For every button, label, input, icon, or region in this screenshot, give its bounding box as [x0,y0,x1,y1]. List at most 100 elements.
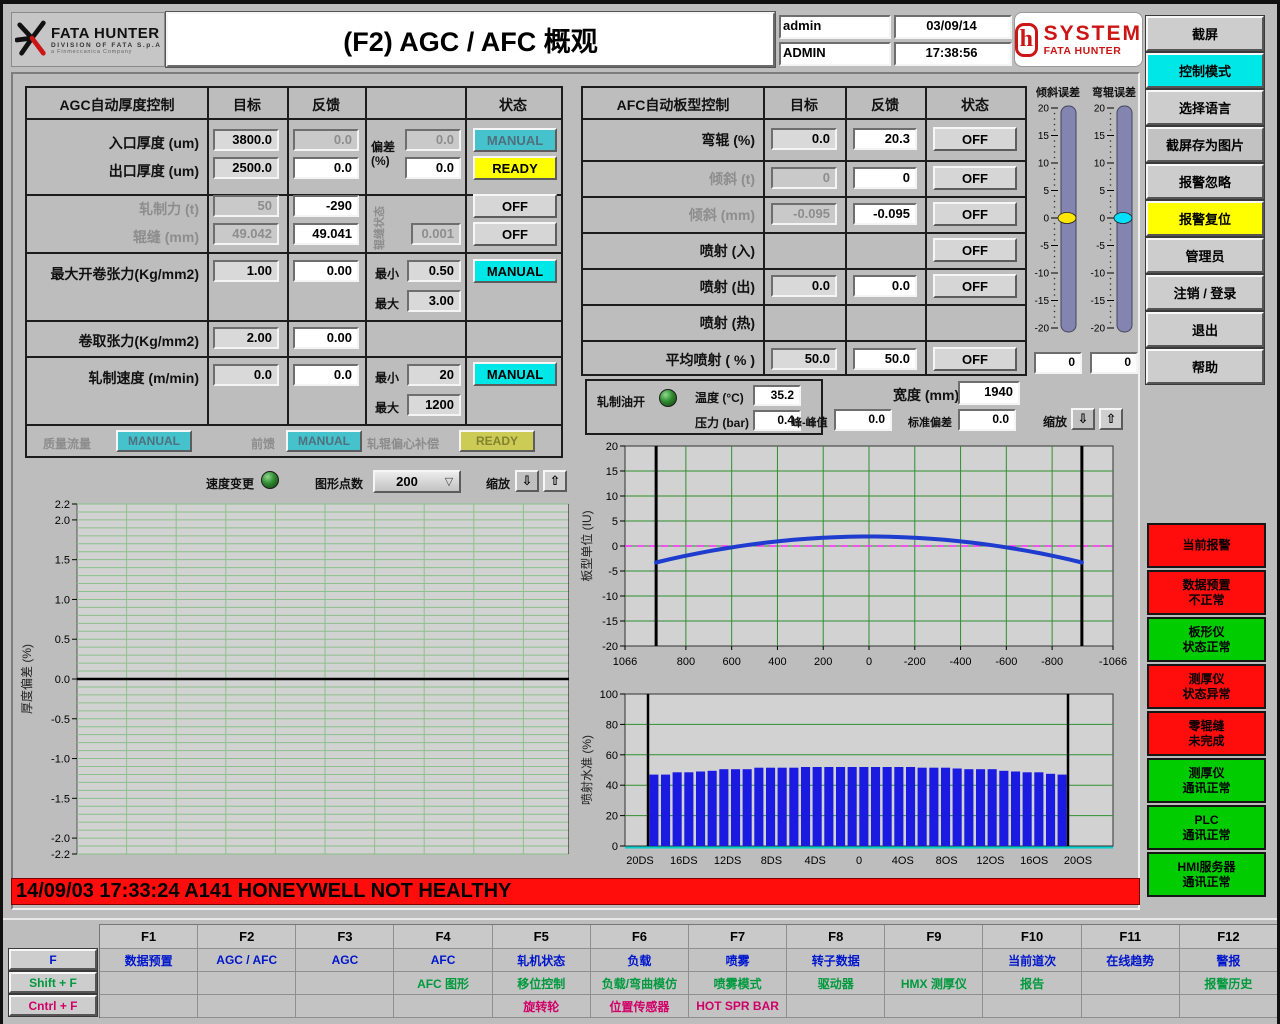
afc-tilt-t-status[interactable]: OFF [933,166,1017,190]
fkey-F10-ctrl-softkey[interactable] [983,995,1082,1018]
svg-text:20: 20 [1094,104,1106,115]
fkey-F9-f-softkey[interactable] [885,949,984,972]
mill-oil-label: 轧制油开 [597,395,646,409]
fkey-F6-ctrl-softkey[interactable]: 位置传感器 [590,995,689,1018]
agc-col-status: 状态 [499,97,527,113]
tilt-error-value[interactable]: 0 [1034,352,1082,374]
agc-force-feedback[interactable]: -290 [293,195,359,217]
agc-gap-status[interactable]: OFF [473,222,557,246]
fkey-F12-f-softkey[interactable]: 警报 [1179,949,1277,972]
select-language-button[interactable]: 选择语言 [1146,90,1264,125]
fkey-F7-shift-softkey[interactable]: 喷雾模式 [688,972,788,995]
agc-speed-target[interactable]: 0.0 [213,364,279,386]
afc-spray-exit-target[interactable]: 0.0 [771,275,837,297]
tilt-error-slider[interactable]: -20 -15 -10 -5 0 5 10 15 20 [1031,98,1085,348]
trend-zoom-out-button[interactable]: ⇩ [515,470,539,492]
fkey-F6-f-softkey[interactable]: 负载 [590,949,689,972]
svg-text:5: 5 [612,516,618,528]
fkey-F5-f-softkey[interactable]: 轧机状态 [492,949,591,972]
bend-error-value[interactable]: 0 [1090,352,1138,374]
width-value[interactable]: 1940 [958,381,1020,405]
afc-bend-target[interactable]: 0.0 [771,128,837,150]
fkey-F8-f-softkey[interactable]: 转子数据 [787,949,886,972]
agc-uncoil-target[interactable]: 1.00 [213,260,279,282]
alarm-reset-button[interactable]: 报警复位 [1146,201,1264,236]
agc-exit-status[interactable]: READY [473,156,557,180]
fkey-F4-shift-softkey[interactable]: AFC 图形 [394,972,493,995]
user-role-field[interactable]: ADMIN [779,42,891,66]
active-alarm-bar[interactable]: 14/09/03 17:33:24 A141 HONEYWELL NOT HEA… [11,878,1140,905]
fkey-F1-f-softkey[interactable]: 数据预置 [100,949,199,972]
administrator-button[interactable]: 管理员 [1146,238,1264,273]
afc-spray-entry-status[interactable]: OFF [933,238,1017,262]
fkey-F3-ctrl-softkey[interactable] [296,995,395,1018]
fkey-F2-shift-softkey[interactable] [198,972,297,995]
help-button[interactable]: 帮助 [1146,349,1264,384]
fkey-F8-shift-softkey[interactable]: 驱动器 [787,972,886,995]
save-screenshot-image-button[interactable]: 截屏存为图片 [1146,127,1264,162]
agc-uncoil-status[interactable]: MANUAL [473,259,557,283]
fkey-row-f-button[interactable]: F [9,949,97,970]
afc-spray-exit-feedback[interactable]: 0.0 [853,275,917,297]
fkey-F9-shift-softkey[interactable]: HMX 测厚仪 [885,972,984,995]
bend-error-slider[interactable]: -20 -15 -10 -5 0 5 10 15 20 [1087,98,1141,348]
agc-speed-feedback[interactable]: 0.0 [293,364,359,386]
afc-bend-status[interactable]: OFF [933,127,1017,151]
fkey-F6-shift-softkey[interactable]: 负载/弯曲模仿 [590,972,689,995]
fkey-F11-ctrl-softkey[interactable] [1081,995,1180,1018]
agc-exit-label: 出口厚度 (um) [108,163,199,179]
exit-button[interactable]: 退出 [1146,312,1264,347]
fkey-F2-ctrl-softkey[interactable] [198,995,297,1018]
control-mode-button[interactable]: 控制模式 [1146,53,1264,88]
fkey-F12-ctrl-softkey[interactable] [1179,995,1277,1018]
agc-coil-feedback[interactable]: 0.00 [293,327,359,349]
afc-spray-exit-status[interactable]: OFF [933,274,1017,298]
fkey-F7-ctrl-softkey[interactable]: HOT SPR BAR [688,995,788,1018]
afc-avg-spray-feedback[interactable]: 50.0 [853,348,917,370]
fkey-F1-shift-softkey[interactable] [100,972,199,995]
fkey-F12-shift-softkey[interactable]: 报警历史 [1179,972,1277,995]
profile-zoom-in-button[interactable]: ⇧ [1099,408,1123,430]
graph-points-dropdown[interactable]: 200 ▽ [373,470,461,493]
agc-uncoil-feedback[interactable]: 0.00 [293,260,359,282]
fkey-row-shift-button[interactable]: Shift + F [9,972,97,993]
agc-force-status[interactable]: OFF [473,194,557,218]
agc-exit-feedback[interactable]: 0.0 [293,157,359,179]
screen-capture-button[interactable]: 截屏 [1146,16,1264,51]
fkey-F2-f-softkey[interactable]: AGC / AFC [198,949,297,972]
fkey-F11-shift-softkey[interactable] [1081,972,1180,995]
agc-exit-deviation[interactable]: 0.0 [405,157,461,179]
fkey-F7-f-softkey[interactable]: 喷雾 [688,949,788,972]
logout-login-button[interactable]: 注销 / 登录 [1146,275,1264,310]
afc-tilt-t-feedback[interactable]: 0 [853,167,917,189]
fkey-F5-shift-softkey[interactable]: 移位控制 [492,972,591,995]
agc-gap-feedback[interactable]: 49.041 [293,223,359,245]
fkey-F4-ctrl-softkey[interactable] [394,995,493,1018]
fkey-F10-f-softkey[interactable]: 当前道次 [983,949,1082,972]
agc-speed-status[interactable]: MANUAL [473,362,557,386]
fkey-F8-ctrl-softkey[interactable] [787,995,886,1018]
fkey-F4-f-softkey[interactable]: AFC [394,949,493,972]
afc-avg-spray-status[interactable]: OFF [933,347,1017,371]
agc-entry-target[interactable]: 3800.0 [213,129,279,151]
fkey-F5-ctrl-softkey[interactable]: 旋转轮 [492,995,591,1018]
fkey-F1-ctrl-softkey[interactable] [100,995,199,1018]
username-field[interactable]: admin [779,15,891,39]
afc-avg-spray-target[interactable]: 50.0 [771,348,837,370]
afc-tilt-mm-status[interactable]: OFF [933,202,1017,226]
afc-bend-feedback[interactable]: 20.3 [853,128,917,150]
agc-exit-target[interactable]: 2500.0 [213,157,279,179]
afc-tilt-mm-feedback[interactable]: -0.095 [853,203,917,225]
agc-coil-target[interactable]: 2.00 [213,327,279,349]
fkey-F3-f-softkey[interactable]: AGC [296,949,395,972]
fkey-row-ctrl-button[interactable]: Cntrl + F [9,995,97,1016]
fkey-F3-shift-softkey[interactable] [296,972,395,995]
fkey-F11-f-softkey[interactable]: 在线趋势 [1081,949,1180,972]
svg-text:-5: -5 [608,566,618,578]
fkey-F10-shift-softkey[interactable]: 报告 [983,972,1082,995]
status-tile-line: 不正常 [1188,592,1225,607]
profile-zoom-out-button[interactable]: ⇩ [1071,408,1095,430]
fkey-F9-ctrl-softkey[interactable] [885,995,984,1018]
trend-zoom-in-button[interactable]: ⇧ [543,470,567,492]
alarm-ignore-button[interactable]: 报警忽略 [1146,164,1264,199]
